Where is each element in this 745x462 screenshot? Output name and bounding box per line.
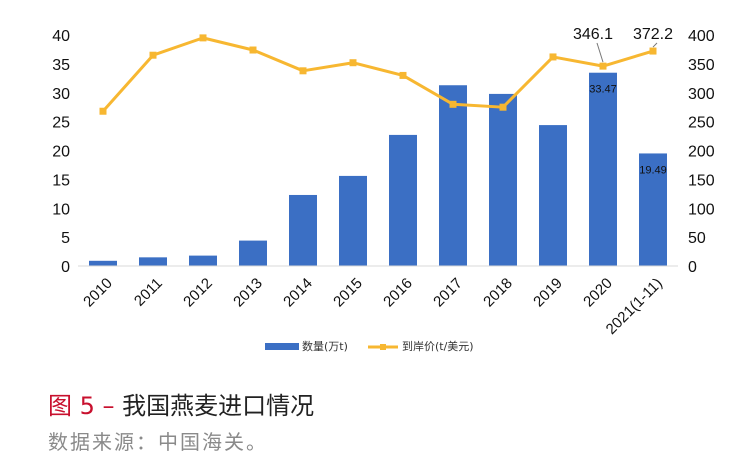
right-tick-label: 200 — [688, 144, 715, 161]
bar-2020 — [589, 72, 617, 266]
price-point-2014 — [299, 67, 307, 75]
right-axis: 0 50 100 150 200 250 300 350 400 — [688, 28, 715, 276]
left-tick-label: 5 — [61, 230, 70, 247]
bar-2013 — [239, 240, 267, 266]
bar-2012 — [189, 255, 217, 266]
right-tick-label: 0 — [688, 259, 697, 276]
left-tick-label: 25 — [52, 115, 70, 132]
right-tick-label: 150 — [688, 172, 715, 189]
price-point-2013 — [249, 46, 257, 54]
right-tick-label: 400 — [688, 28, 715, 45]
combo-chart: 0 5 10 15 20 25 30 35 40 0 50 100 150 200 250 300 350 40… — [52, 26, 715, 353]
left-tick-label: 0 — [61, 259, 70, 276]
figure-title: 我国燕麦进口情况 — [122, 392, 315, 420]
bar-2016 — [389, 134, 417, 266]
right-tick-label: 100 — [688, 201, 715, 218]
x-tick-label: 2010 — [80, 275, 116, 311]
price-point-2012 — [199, 34, 207, 42]
price-point-2016 — [399, 71, 407, 79]
x-tick-label: 2019 — [530, 275, 566, 311]
x-tick-label: 2011 — [131, 275, 166, 310]
bar-series: 33.47 19.49 — [89, 72, 667, 267]
bar-data-label: 33.47 — [589, 84, 617, 96]
bar-2015 — [339, 175, 367, 266]
x-tick-label: 2015 — [330, 275, 366, 311]
x-axis-labels: 2010 2011 2012 2013 2014 2015 2016 2017 2018 2019… — [80, 275, 666, 338]
bar-2017 — [439, 85, 467, 267]
price-point-2020 — [599, 62, 607, 70]
price-point-2018 — [499, 103, 507, 111]
price-point-2017 — [449, 100, 457, 108]
price-point-2011 — [149, 51, 157, 59]
price-data-label: 372.2 — [633, 26, 673, 43]
x-tick-label: 2018 — [480, 275, 516, 311]
bar-data-label: 19.49 — [639, 164, 667, 176]
price-line — [101, 36, 654, 113]
right-tick-label: 350 — [688, 57, 715, 74]
figure-label: 图 5 – — [48, 392, 115, 420]
left-tick-label: 10 — [52, 201, 70, 218]
x-tick-label: 2020 — [580, 275, 616, 311]
right-tick-label: 300 — [688, 86, 715, 103]
figure-caption: 图 5 – 我国燕麦进口情况 — [48, 386, 314, 421]
price-line-series: 346.1 372.2 — [99, 26, 673, 115]
x-tick-label: 2017 — [430, 275, 466, 311]
price-data-label: 346.1 — [573, 26, 613, 43]
left-tick-label: 35 — [52, 57, 70, 74]
left-tick-label: 20 — [52, 144, 70, 161]
legend-swatch-quantity — [265, 343, 299, 350]
data-source: 数据来源：中国海关。 — [48, 430, 268, 454]
x-tick-label: 2014 — [280, 275, 316, 311]
price-point-2021(1-11) — [649, 47, 657, 55]
bar-2021(1-11) — [639, 153, 667, 266]
right-tick-label: 250 — [688, 115, 715, 132]
x-tick-label: 2016 — [380, 275, 416, 311]
bar-2019 — [539, 125, 567, 266]
price-point-2010 — [99, 107, 107, 115]
bar-2010 — [89, 260, 117, 266]
bar-2014 — [289, 194, 317, 266]
legend: 数量(万t) 到岸价(t/美元) — [265, 340, 474, 353]
bar-2018 — [489, 93, 517, 266]
right-tick-label: 50 — [688, 230, 706, 247]
price-point-2015 — [349, 59, 357, 67]
x-tick-label: 2013 — [230, 275, 266, 311]
left-tick-label: 40 — [52, 28, 70, 45]
left-tick-label: 15 — [52, 172, 70, 189]
x-tick-label: 2012 — [180, 275, 216, 311]
left-tick-label: 30 — [52, 86, 70, 103]
legend-label-quantity: 数量(万t) — [302, 340, 348, 353]
legend-label-price: 到岸价(t/美元) — [402, 340, 474, 353]
price-label-leader — [596, 42, 604, 63]
left-axis: 0 5 10 15 20 25 30 35 40 — [52, 28, 70, 276]
price-point-2019 — [549, 53, 557, 61]
legend-swatch-price-marker — [380, 344, 386, 350]
price-label-leader — [652, 42, 658, 48]
bar-2011 — [139, 257, 167, 266]
